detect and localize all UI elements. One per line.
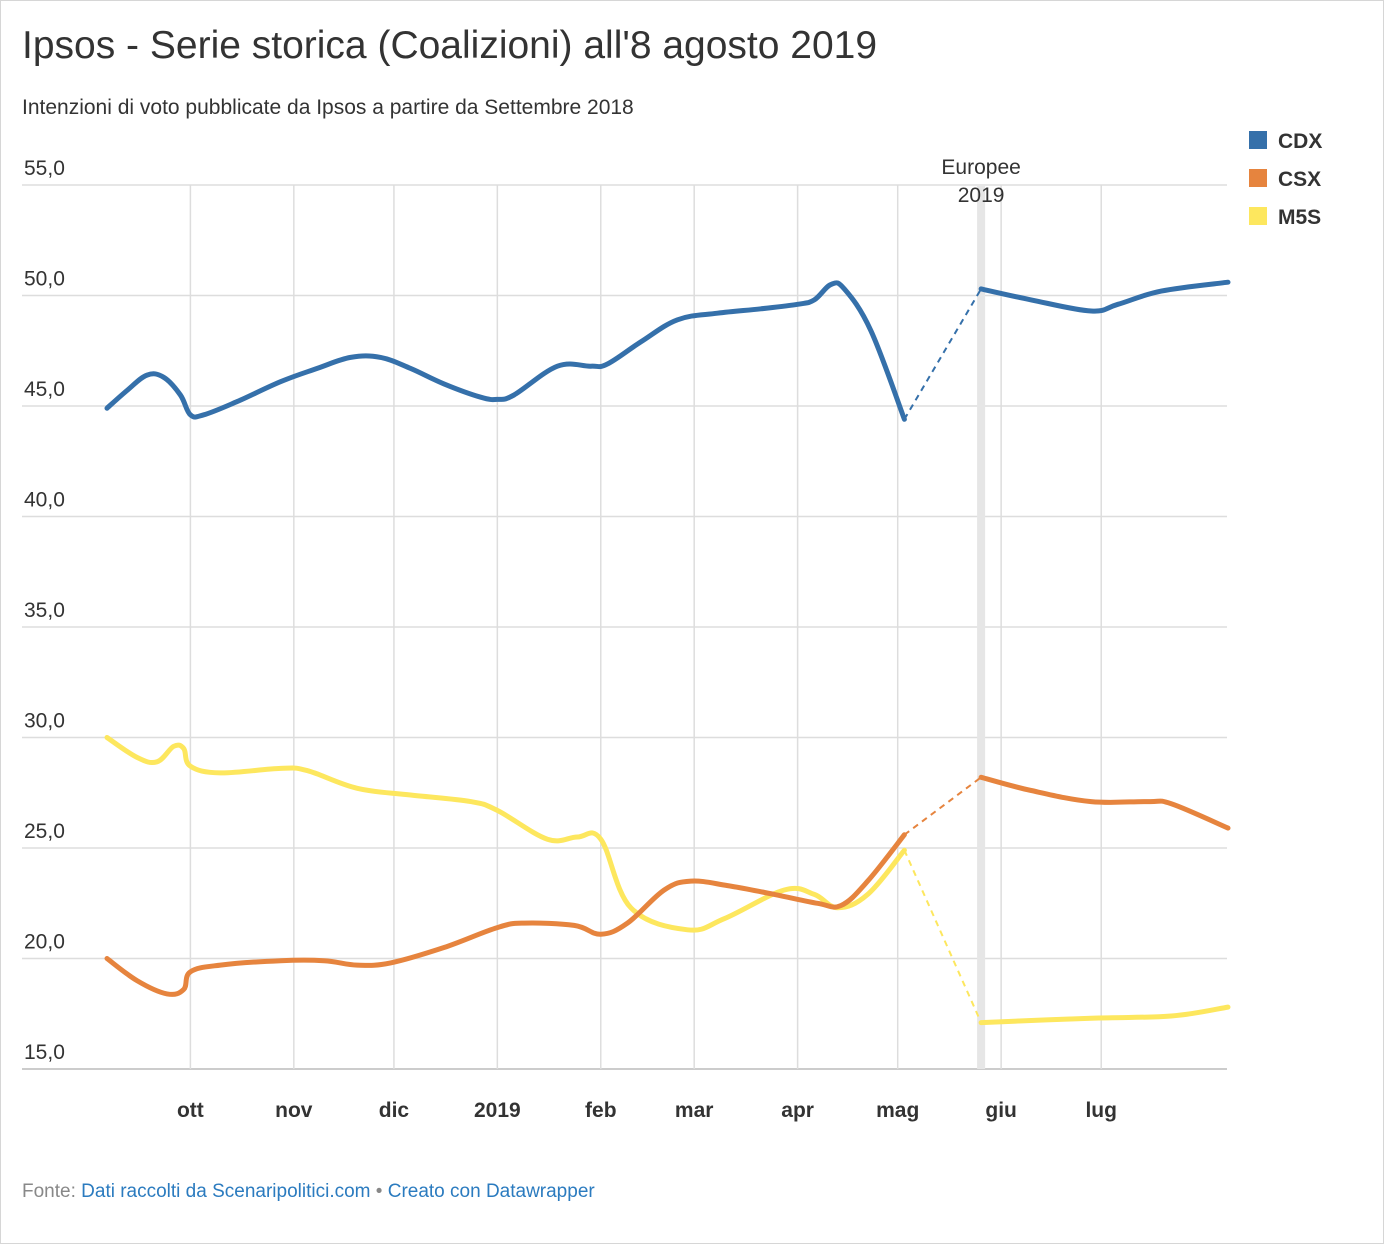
- y-tick-label: 20,0: [24, 931, 65, 954]
- legend-label: CSX: [1278, 168, 1321, 191]
- y-tick-label: 55,0: [24, 157, 65, 180]
- legend-swatch: [1249, 131, 1267, 149]
- legend-swatch: [1249, 207, 1267, 225]
- y-tick-label: 35,0: [24, 599, 65, 622]
- x-tick-label: apr: [781, 1099, 814, 1122]
- chart-title: Ipsos - Serie storica (Coalizioni) all'8…: [22, 24, 878, 67]
- y-tick-label: 45,0: [24, 378, 65, 401]
- x-tick-label: dic: [379, 1099, 410, 1122]
- x-tick-label: nov: [275, 1099, 313, 1122]
- legend-swatch: [1249, 169, 1267, 187]
- x-tick-label: giu: [985, 1099, 1017, 1122]
- source-link[interactable]: Dati raccolti da Scenaripolitici.com: [81, 1181, 371, 1202]
- y-tick-label: 50,0: [24, 268, 65, 291]
- series-line-m5s: [104, 735, 907, 933]
- x-tick-label: mar: [675, 1099, 714, 1122]
- annotation-label: 2019: [958, 184, 1005, 207]
- x-tick-label: mag: [876, 1099, 919, 1122]
- chart-subtitle: Intenzioni di voto pubblicate da Ipsos a…: [22, 96, 634, 119]
- series-line-csx: [104, 832, 907, 997]
- annotation-label: Europee: [941, 156, 1020, 179]
- series-line-cdx: [978, 279, 1231, 314]
- series-gap-connector: [903, 776, 982, 836]
- line-chart: 15,0 20,0 25,0 30,0 35,0 40,0 45,0 50,0 55,0 ott n…: [22, 130, 1322, 1122]
- footer-prefix: Fonte:: [22, 1181, 82, 1202]
- legend-label: CDX: [1278, 130, 1322, 153]
- x-tick-label: ott: [177, 1099, 204, 1122]
- series-line-m5s: [978, 1004, 1231, 1026]
- series-layer: [104, 279, 1231, 1026]
- series-gap-connector: [903, 849, 983, 1023]
- series-gap-connector: [903, 288, 982, 420]
- y-tick-label: 40,0: [24, 489, 65, 512]
- x-tick-label: feb: [585, 1099, 617, 1122]
- credit-link[interactable]: Creato con Datawrapper: [387, 1181, 595, 1202]
- grid-layer: [22, 184, 1227, 1070]
- y-tick-label: 25,0: [24, 820, 65, 843]
- series-line-cdx: [104, 280, 907, 422]
- footer-separator: •: [370, 1181, 388, 1202]
- x-tick-label: lug: [1085, 1099, 1117, 1122]
- event-band: [977, 185, 986, 1069]
- y-tick-label: 15,0: [24, 1041, 65, 1064]
- x-tick-label: 2019: [474, 1099, 521, 1122]
- event-band-layer: [977, 185, 986, 1069]
- legend-label: M5S: [1278, 206, 1321, 229]
- y-tick-label: 30,0: [24, 710, 65, 733]
- label-layer: 15,0 20,0 25,0 30,0 35,0 40,0 45,0 50,0 55,0 ott n…: [24, 156, 1117, 1122]
- legend: CDX CSX M5S: [1249, 130, 1322, 229]
- series-line-csx: [978, 774, 1231, 831]
- footer: Fonte: Dati raccolti da Scenaripolitici.…: [22, 1181, 595, 1203]
